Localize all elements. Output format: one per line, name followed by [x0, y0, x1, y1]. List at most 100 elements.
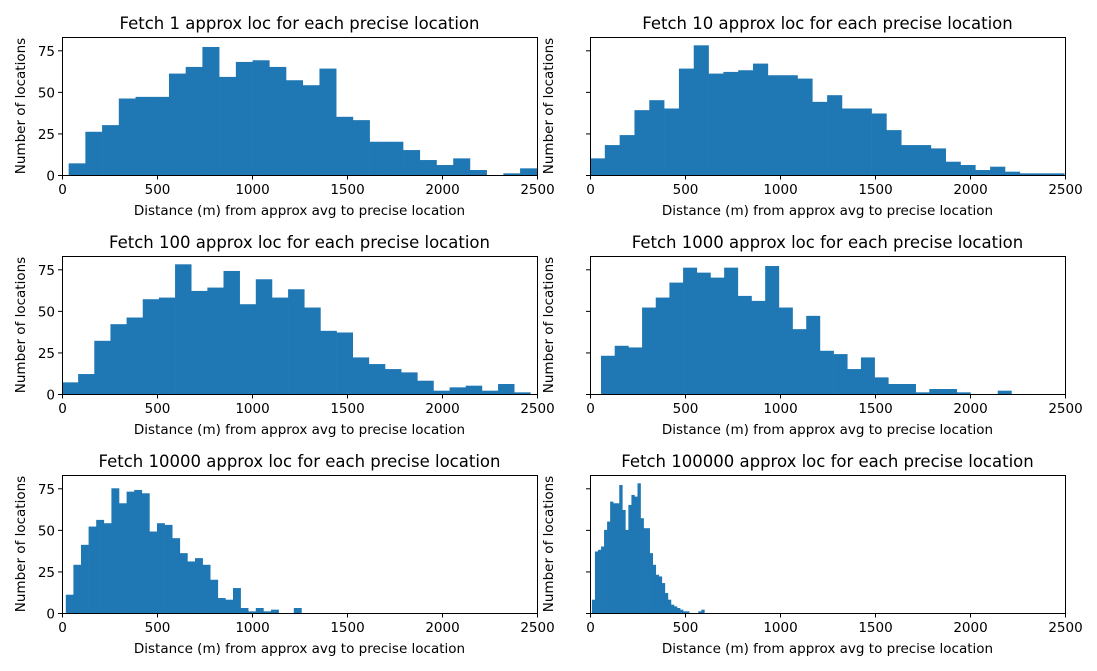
histogram-bar	[78, 374, 95, 394]
histogram-bar	[102, 125, 120, 175]
x-tick-label: 500	[145, 182, 171, 198]
x-tick-label: 500	[673, 620, 699, 636]
axes-frame	[590, 256, 1066, 395]
histogram-bar	[158, 297, 176, 394]
x-axis-label: Distance (m) from approx avg to precise …	[662, 422, 993, 438]
histogram-bar	[655, 574, 660, 613]
histogram-bar	[652, 564, 657, 613]
histogram-bar	[293, 608, 302, 613]
histogram-bar	[686, 611, 690, 613]
histogram-bar	[233, 588, 241, 613]
histogram-bar	[449, 387, 467, 394]
histogram-bar	[847, 369, 862, 394]
histogram-bar	[860, 357, 875, 394]
histogram-bar	[631, 494, 635, 613]
histogram-bar	[649, 553, 653, 613]
histogram-bar	[601, 355, 615, 394]
histogram-bar	[368, 364, 386, 394]
x-axis-label: Distance (m) from approx avg to precise …	[134, 641, 465, 657]
histogram-bar	[465, 385, 483, 394]
x-tick-label: 1500	[330, 620, 364, 636]
histogram-bar	[945, 161, 961, 175]
histogram-bar	[288, 289, 305, 394]
histogram-bar	[698, 611, 702, 613]
histogram-bar	[677, 608, 681, 613]
histogram-bar	[1004, 171, 1021, 175]
y-axis-label: Number of locations	[541, 257, 557, 393]
histogram-bar	[503, 173, 521, 175]
y-tick-label: 25	[38, 565, 55, 581]
histogram-bars	[68, 46, 538, 176]
histogram-bar	[336, 116, 354, 175]
histogram-bar	[614, 345, 629, 394]
histogram-bar	[202, 564, 211, 613]
histogram-bar	[271, 609, 279, 613]
histogram-bar	[751, 300, 766, 394]
histogram-bar	[819, 350, 834, 394]
histogram-bar	[683, 611, 687, 613]
histogram-bar	[417, 380, 434, 394]
x-tick-label: 2500	[520, 401, 554, 417]
x-tick-label: 2500	[520, 182, 554, 198]
x-tick-label: 2500	[1048, 182, 1082, 198]
x-tick-label: 1500	[858, 620, 892, 636]
histogram-bar	[664, 593, 669, 613]
histogram-bar	[943, 389, 957, 394]
histogram-bar	[175, 264, 192, 394]
histogram-bar	[187, 561, 196, 613]
histogram-bar	[248, 611, 257, 613]
x-tick-label: 2000	[425, 182, 459, 198]
histogram-panel-5: 0 500 1000 1500 2000 2500 0 25 50 75 Fetch 10000 a…	[13, 452, 555, 657]
histogram-bar	[680, 609, 684, 613]
histogram-bar	[263, 611, 272, 613]
histogram-bar	[352, 120, 370, 175]
x-tick-label: 0	[58, 182, 67, 198]
histogram-bar	[737, 295, 752, 394]
histogram-bar	[710, 277, 725, 394]
histogram-bar	[386, 141, 404, 175]
y-tick-label: 50	[38, 85, 55, 101]
histogram-bar	[767, 75, 783, 175]
y-tick-label: 50	[38, 304, 55, 320]
histogram-bar	[930, 148, 946, 175]
histogram-bar	[336, 332, 353, 394]
histogram-bar	[590, 158, 606, 175]
histogram-bars	[65, 488, 302, 613]
x-tick-label: 1000	[235, 620, 269, 636]
histogram-bar	[915, 392, 930, 394]
y-tick-label: 0	[46, 169, 55, 185]
x-tick-label: 1500	[858, 401, 892, 417]
axes-frame	[62, 37, 538, 176]
chart-title: Fetch 10000 approx loc for each precise …	[99, 452, 501, 471]
histogram-bar	[239, 304, 257, 394]
histogram-bar	[997, 390, 1012, 394]
histogram-bar	[975, 170, 991, 175]
histogram-bar	[643, 528, 647, 613]
histogram-bar	[157, 523, 165, 613]
y-tick-label: 0	[46, 388, 55, 404]
x-tick-label: 2000	[425, 620, 459, 636]
histogram-bar	[65, 594, 74, 613]
histogram-bar	[827, 95, 843, 175]
histogram-bar	[753, 63, 769, 175]
histogram-bar	[797, 78, 813, 175]
histogram-bar	[604, 529, 608, 613]
histogram-bar	[172, 538, 181, 613]
histogram-bars	[591, 483, 705, 613]
histogram-bar	[658, 576, 663, 613]
histogram-bar	[640, 518, 644, 613]
y-tick-label: 0	[46, 607, 55, 623]
histogram-bar	[619, 135, 635, 175]
histogram-bar	[88, 526, 97, 613]
x-tick-label: 2000	[953, 620, 987, 636]
histogram-bar	[693, 45, 709, 176]
y-axis-label: Number of locations	[13, 38, 29, 174]
histogram-bar	[871, 113, 887, 175]
x-tick-label: 2500	[1048, 620, 1082, 636]
histogram-bar	[765, 265, 780, 394]
x-tick-label: 1000	[763, 182, 797, 198]
x-tick-label: 1000	[235, 182, 269, 198]
x-axis-label: Distance (m) from approx avg to precise …	[662, 641, 993, 657]
axes-frame	[590, 475, 1066, 614]
